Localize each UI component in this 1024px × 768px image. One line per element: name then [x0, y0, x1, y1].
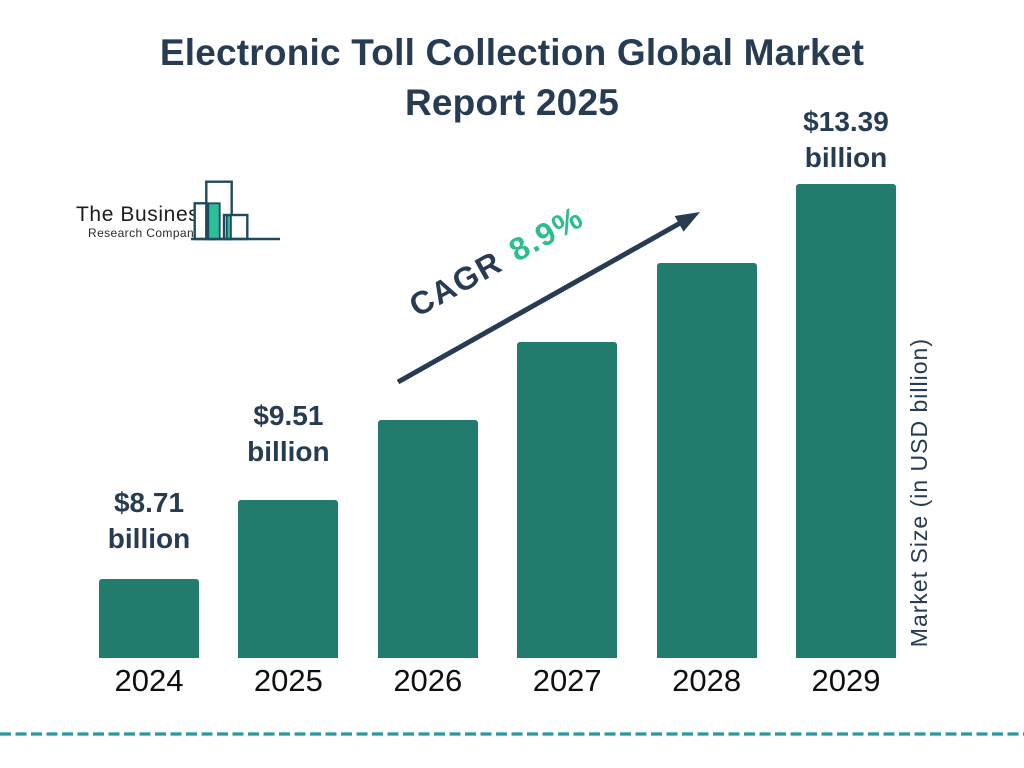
- bar-2027: [517, 342, 618, 658]
- cagr-annotation: CAGR8.9%: [403, 199, 590, 325]
- value-label-unit: billion: [247, 436, 330, 467]
- cagr-value: 8.9%: [502, 198, 590, 269]
- y-axis-title: Market Size (in USD billion): [906, 338, 932, 648]
- x-tick-2025: 2025: [253, 663, 323, 698]
- bar-2026: [377, 420, 478, 658]
- value-label-2025: $9.51 billion: [193, 398, 383, 470]
- value-label-amount: $8.71: [113, 487, 185, 518]
- value-label-amount: $13.39: [803, 106, 889, 137]
- value-label-unit: billion: [804, 142, 888, 173]
- logo-bar-chart-icon: [191, 180, 280, 241]
- page-title: Electronic Toll Collection Global Market…: [0, 28, 1024, 128]
- x-tick-2029: 2029: [811, 663, 881, 698]
- logo-text-secondary: Research Company: [88, 226, 201, 240]
- x-tick-2026: 2026: [393, 663, 463, 698]
- bar-2029: [796, 184, 896, 658]
- x-tick-2027: 2027: [532, 663, 602, 698]
- value-label-unit: billion: [107, 523, 191, 554]
- x-tick-2024: 2024: [114, 663, 184, 698]
- cagr-trend-arrow-head: [674, 212, 700, 232]
- logo-text-primary: The Business: [76, 203, 211, 226]
- cagr-label: CAGR: [403, 243, 509, 324]
- bar-2024: [99, 579, 199, 658]
- bar-2025: [238, 500, 339, 658]
- x-tick-2028: 2028: [672, 663, 742, 698]
- bar-2028: [656, 263, 757, 658]
- value-label-2029: $13.39 billion: [751, 104, 941, 176]
- page-title-line-1: Electronic Toll Collection Global Market: [159, 32, 865, 73]
- value-label-amount: $9.51: [253, 400, 324, 431]
- value-label-2024: $8.71 billion: [54, 485, 244, 557]
- page-title-line-2: Report 2025: [404, 82, 619, 123]
